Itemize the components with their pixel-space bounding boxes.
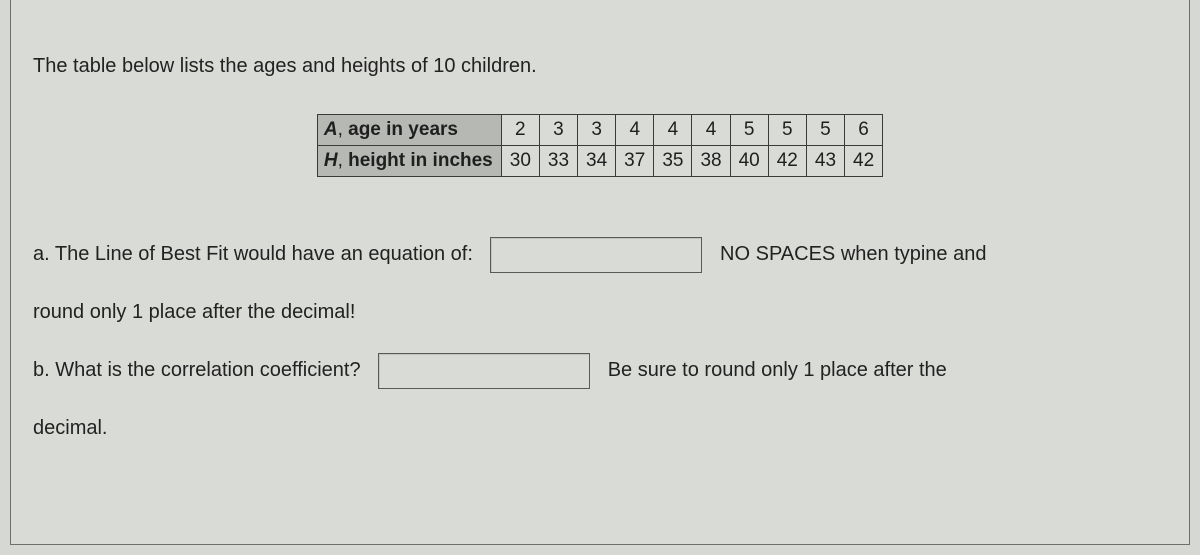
question-a: a. The Line of Best Fit would have an eq… <box>33 225 1167 341</box>
table-cell: 35 <box>654 146 692 177</box>
table-cell: 40 <box>730 146 768 177</box>
question-b-text: b. What is the correlation coefficient? <box>33 359 361 381</box>
table-cell: 42 <box>845 146 883 177</box>
question-b-hint: Be sure to round only 1 place after the <box>608 359 947 381</box>
question-b-hint-cont: decimal. <box>33 399 1167 457</box>
table-cell: 3 <box>539 115 577 146</box>
answer-input-a[interactable] <box>490 237 702 273</box>
intro-text: The table below lists the ages and heigh… <box>33 55 1167 78</box>
row-header-height: H, height in inches <box>317 146 501 177</box>
table-cell: 3 <box>578 115 616 146</box>
table-cell: 42 <box>768 146 806 177</box>
question-panel: The table below lists the ages and heigh… <box>10 0 1190 545</box>
table-cell: 4 <box>654 115 692 146</box>
table-cell: 37 <box>616 146 654 177</box>
question-a-hint: NO SPACES when typine and <box>720 243 986 265</box>
table-cell: 30 <box>501 146 539 177</box>
table-cell: 4 <box>616 115 654 146</box>
table-cell: 34 <box>578 146 616 177</box>
row-header-age: A, age in years <box>317 115 501 146</box>
table-cell: 5 <box>730 115 768 146</box>
table-cell: 43 <box>806 146 844 177</box>
table-cell: 6 <box>845 115 883 146</box>
question-a-hint-cont: round only 1 place after the decimal! <box>33 283 1167 341</box>
table-cell: 2 <box>501 115 539 146</box>
question-b: b. What is the correlation coefficient? … <box>33 341 1167 457</box>
question-a-text: a. The Line of Best Fit would have an eq… <box>33 243 473 265</box>
table-cell: 38 <box>692 146 730 177</box>
table-cell: 5 <box>768 115 806 146</box>
table-cell: 4 <box>692 115 730 146</box>
data-table: A, age in years 2 3 3 4 4 4 5 5 5 6 H, h… <box>317 114 883 177</box>
answer-input-b[interactable] <box>378 353 590 389</box>
table-cell: 5 <box>806 115 844 146</box>
table-cell: 33 <box>539 146 577 177</box>
table-row: A, age in years 2 3 3 4 4 4 5 5 5 6 <box>317 115 882 146</box>
table-row: H, height in inches 30 33 34 37 35 38 40… <box>317 146 882 177</box>
